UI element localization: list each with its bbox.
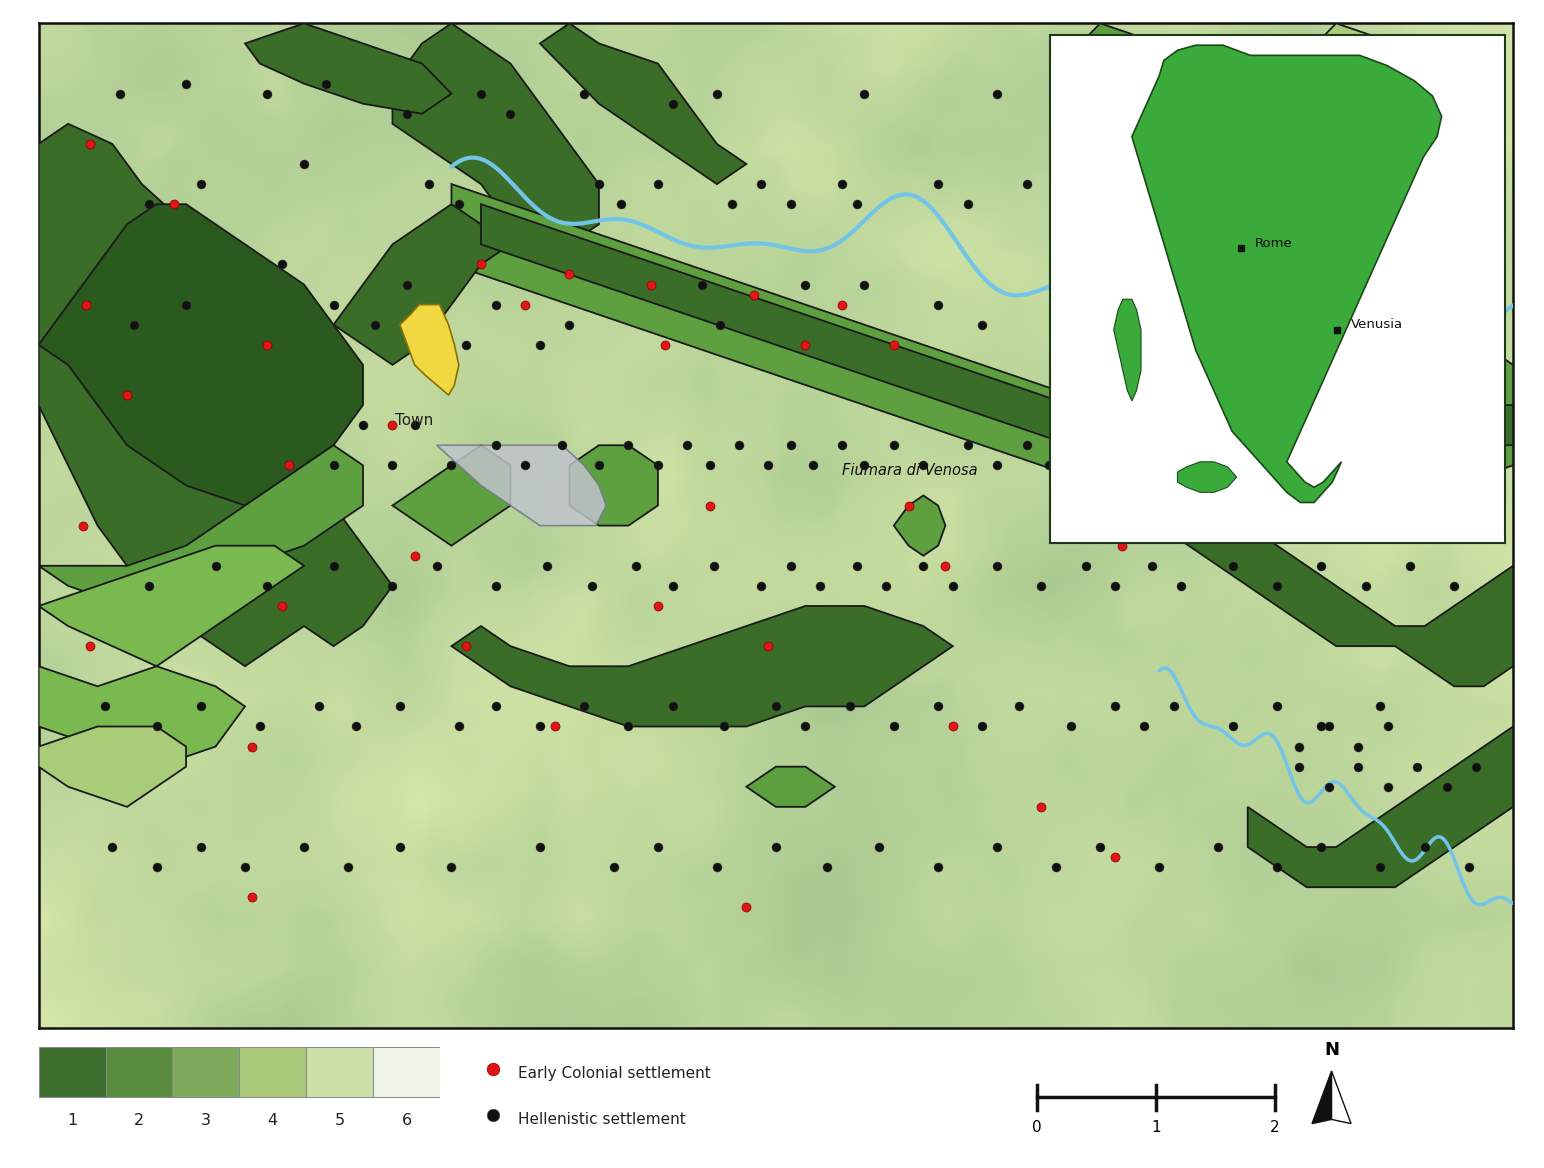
Polygon shape: [1331, 1071, 1351, 1124]
Text: 0: 0: [1031, 1120, 1042, 1135]
Polygon shape: [1248, 726, 1513, 888]
Text: Town: Town: [395, 412, 434, 427]
Text: 1: 1: [66, 1113, 77, 1128]
Polygon shape: [540, 23, 746, 185]
Bar: [374, 1048, 440, 1097]
Polygon shape: [39, 666, 245, 766]
Polygon shape: [39, 445, 363, 606]
Polygon shape: [39, 726, 185, 807]
Polygon shape: [400, 305, 459, 395]
Polygon shape: [1113, 299, 1141, 401]
Bar: [173, 1048, 239, 1097]
Text: 1: 1: [1150, 1120, 1161, 1135]
Text: N: N: [1325, 1041, 1339, 1059]
Polygon shape: [392, 445, 511, 545]
Text: Early Colonial settlement: Early Colonial settlement: [519, 1065, 710, 1080]
Polygon shape: [894, 495, 945, 556]
Text: 2: 2: [134, 1113, 144, 1128]
Polygon shape: [437, 445, 607, 526]
Text: 6: 6: [401, 1113, 412, 1128]
Polygon shape: [746, 766, 835, 807]
Polygon shape: [392, 23, 599, 244]
Polygon shape: [1132, 46, 1442, 502]
Text: 5: 5: [335, 1113, 344, 1128]
Polygon shape: [39, 124, 392, 666]
Text: Venusia: Venusia: [1351, 318, 1402, 332]
Text: 2: 2: [1269, 1120, 1280, 1135]
Polygon shape: [451, 185, 1513, 486]
Bar: [239, 1048, 306, 1097]
Polygon shape: [1178, 461, 1237, 493]
Text: 3: 3: [201, 1113, 212, 1128]
Bar: [39, 1048, 105, 1097]
Bar: [306, 1048, 374, 1097]
Text: 4: 4: [267, 1113, 278, 1128]
Polygon shape: [482, 204, 1513, 445]
Polygon shape: [570, 445, 658, 526]
Polygon shape: [245, 23, 451, 113]
Polygon shape: [451, 606, 953, 726]
Text: Fiumara di Venosa: Fiumara di Venosa: [841, 463, 977, 478]
Polygon shape: [1072, 23, 1189, 84]
Text: Rome: Rome: [1255, 237, 1292, 250]
Polygon shape: [1312, 1071, 1331, 1124]
Polygon shape: [39, 545, 304, 666]
Polygon shape: [39, 204, 363, 506]
Polygon shape: [1277, 345, 1513, 465]
Polygon shape: [334, 204, 511, 364]
Text: Hellenistic settlement: Hellenistic settlement: [519, 1112, 686, 1127]
Polygon shape: [1130, 465, 1513, 687]
Polygon shape: [1306, 23, 1425, 84]
Bar: [105, 1048, 173, 1097]
